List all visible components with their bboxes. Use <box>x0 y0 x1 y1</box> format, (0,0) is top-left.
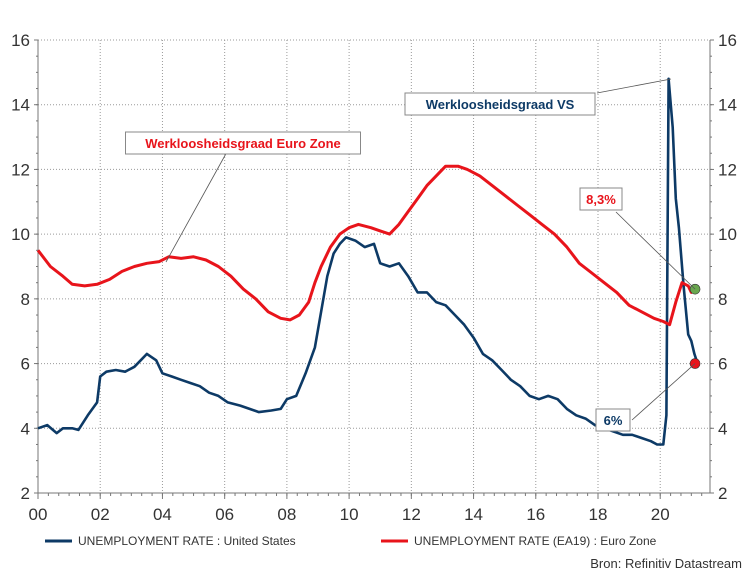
x-tick-label: 16 <box>526 505 545 524</box>
annotation-us-name-box <box>404 92 596 116</box>
annotations: Werkloosheidsgraad VS Werkloosheidsgraad … <box>125 78 696 432</box>
y-tick-label-right: 2 <box>718 484 727 503</box>
y-tick-label-left: 12 <box>11 160 30 179</box>
annotation-eurozone-name-box <box>125 131 361 155</box>
y-tick-label-left: 6 <box>21 355 30 374</box>
y-tick-label-right: 10 <box>718 225 737 244</box>
annotation-us-name: Werkloosheidsgraad VS <box>426 97 575 112</box>
annotation-eurozone-value-box <box>579 187 623 211</box>
y-tick-label-right: 14 <box>718 96 737 115</box>
x-tick-label: 04 <box>153 505 172 524</box>
x-tick-label: 12 <box>402 505 421 524</box>
legend: UNEMPLOYMENT RATE : United States UNEMPLO… <box>45 534 657 548</box>
series-lines <box>36 77 699 446</box>
x-tick-label: 08 <box>277 505 296 524</box>
x-tick-label: 06 <box>215 505 234 524</box>
series-line-eurozone <box>36 164 696 327</box>
y-tick-label-right: 12 <box>718 160 737 179</box>
x-tick-label: 02 <box>91 505 110 524</box>
leader-us-value <box>631 363 696 421</box>
y-tick-label-left: 16 <box>11 31 30 50</box>
y-tick-label-right: 6 <box>718 355 727 374</box>
y-tick-label-right: 8 <box>718 290 727 309</box>
y-tick-label-left: 14 <box>11 96 30 115</box>
x-tick-label: 14 <box>464 505 483 524</box>
legend-label-eurozone: UNEMPLOYMENT RATE (EA19) : Euro Zone <box>414 534 657 548</box>
y-tick-label-left: 8 <box>21 290 30 309</box>
legend-label-us: UNEMPLOYMENT RATE : United States <box>78 534 296 548</box>
y-tick-label-left: 4 <box>21 419 30 438</box>
leader-ez-value <box>615 211 696 290</box>
y-tick-label-left: 10 <box>11 225 30 244</box>
annotation-eurozone-value: 8,3% <box>586 192 616 207</box>
x-tick-label: 18 <box>589 505 608 524</box>
y-tick-label-left: 2 <box>21 484 30 503</box>
annotation-us-value: 6% <box>604 413 623 428</box>
annotation-eurozone-name: Werkloosheidsgraad Euro Zone <box>145 136 341 151</box>
axes: 2 2 4 4 6 6 8 8 10 10 12 12 14 14 16 16 00 02 04 06 08 10 12 14… <box>11 31 737 524</box>
source-note: Bron: Refinitiv Datastream <box>590 556 742 571</box>
leader-ez-name <box>165 149 229 263</box>
leader-us-name <box>596 78 672 94</box>
series-line-us <box>37 77 699 446</box>
annotation-us-value-box <box>595 408 631 432</box>
y-tick-label-right: 4 <box>718 419 727 438</box>
x-tick-label: 10 <box>340 505 359 524</box>
x-tick-label: 00 <box>29 505 48 524</box>
y-tick-label-right: 16 <box>718 31 737 50</box>
x-tick-label: 20 <box>651 505 670 524</box>
